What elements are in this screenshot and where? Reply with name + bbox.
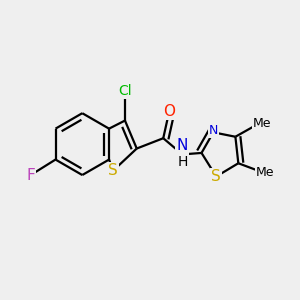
Text: Cl: Cl bbox=[118, 84, 132, 98]
Text: Me: Me bbox=[256, 166, 274, 178]
Text: H: H bbox=[177, 155, 188, 169]
Text: O: O bbox=[163, 104, 175, 119]
Text: S: S bbox=[108, 163, 118, 178]
Text: N: N bbox=[208, 124, 218, 137]
Text: Me: Me bbox=[253, 117, 271, 130]
Text: S: S bbox=[212, 169, 221, 184]
Text: F: F bbox=[26, 167, 35, 182]
Text: N: N bbox=[177, 138, 188, 153]
